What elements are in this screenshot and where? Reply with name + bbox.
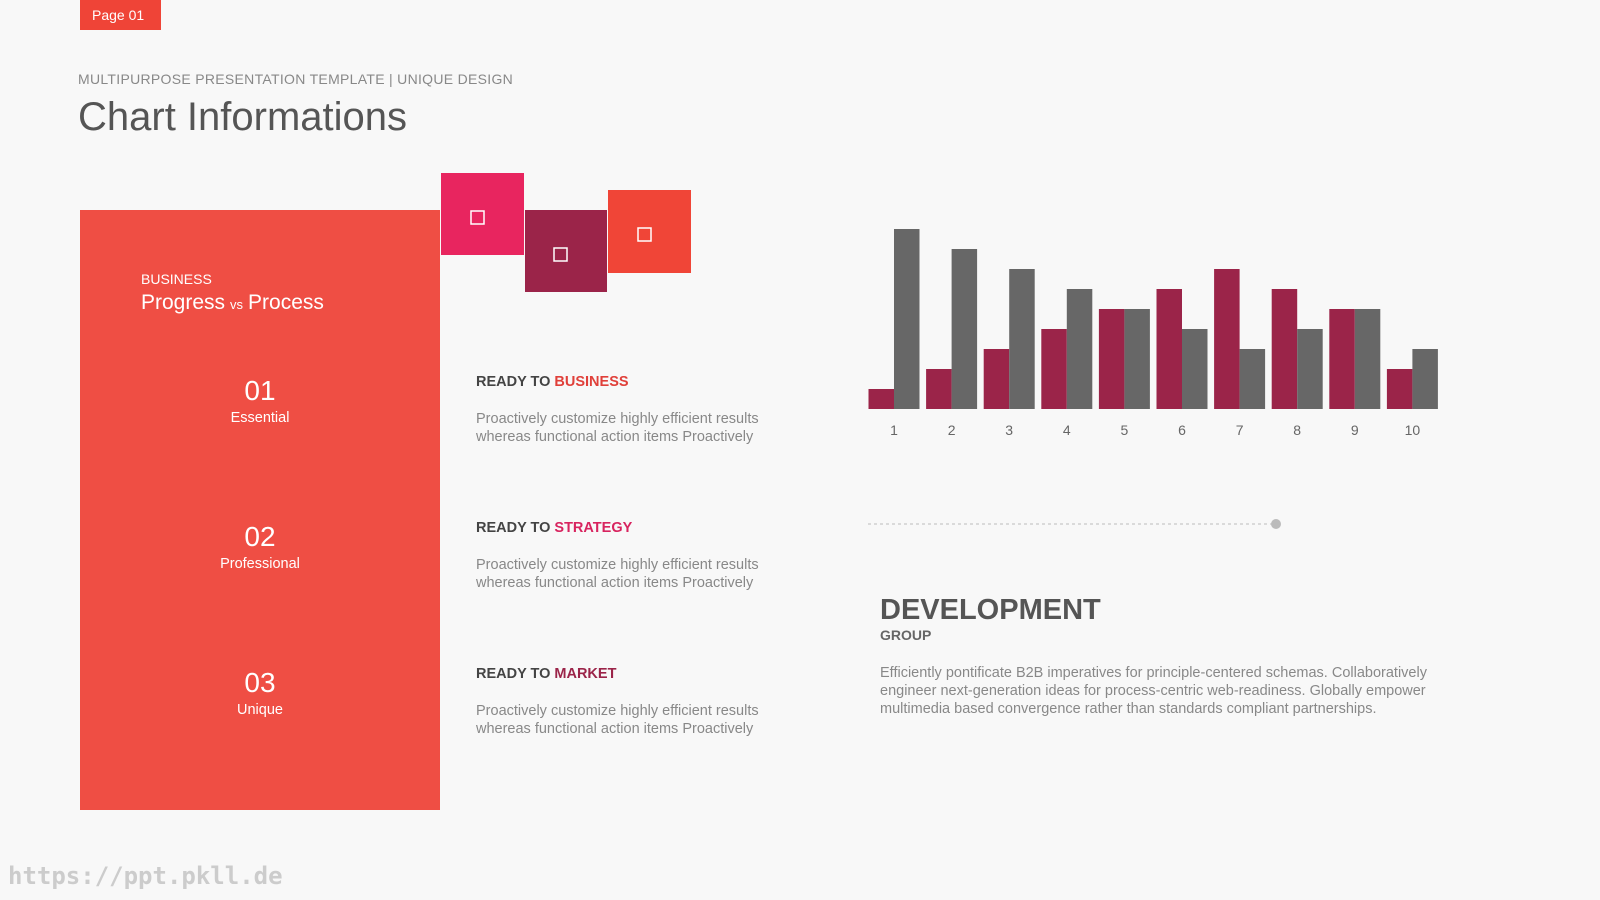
bar [868,389,894,409]
item-number: 03 [244,667,275,698]
feature-heading: READY TO MARKET [476,666,617,682]
feature-text: whereas functional action items Proactiv… [475,575,754,591]
bar [1214,269,1240,409]
x-tick-label: 7 [1236,422,1244,438]
page-tag: Page 01 [92,7,144,23]
panel [80,210,440,810]
x-tick-label: 1 [890,422,898,438]
dev-text-line: engineer next-generation ideas for proce… [880,683,1426,699]
bar [951,249,978,409]
feature-text: Proactively customize highly efficient r… [476,411,759,427]
feature-heading: READY TO STRATEGY [476,520,633,536]
feature-prefix: READY TO [476,666,550,682]
title: Chart Informations [78,95,407,139]
panel-title-vs: vs [230,297,244,312]
bar [1156,289,1182,409]
bar [1329,309,1355,409]
panel-title-left: Progress [141,291,225,314]
item-label: Unique [237,702,283,718]
bar [983,349,1010,409]
feature-prefix: READY TO [476,520,550,536]
icon [553,247,568,262]
feature-highlight: STRATEGY [554,520,632,536]
x-tick-label: 4 [1063,422,1071,438]
panel-items: 01 Essential 02 Professional 03 Unique [220,375,300,718]
dev-text-line: multimedia based convergence rather than… [880,701,1377,717]
dev-title: DEVELOPMENT [880,594,1101,626]
bar-chart: 1 2 3 4 5 6 7 8 9 10 [868,229,1438,438]
bar [1297,329,1323,409]
icon [637,227,652,242]
x-tick-label: 6 [1178,422,1186,438]
dev-subtitle: GROUP [880,627,931,643]
feature-text: Proactively customize highly efficient r… [476,703,759,719]
page-tag-bg [80,0,161,30]
x-tick-label: 8 [1293,422,1301,438]
square [441,173,524,255]
bar [1239,349,1266,409]
bar [1386,369,1413,409]
item-number: 02 [244,521,275,552]
feature-heading: READY TO BUSINESS [476,374,629,390]
item-label: Essential [231,410,290,426]
x-tick-label: 10 [1405,422,1421,438]
panel-label: BUSINESS [141,271,212,287]
square [608,190,691,273]
feature-highlight: BUSINESS [554,374,628,390]
x-tick-label: 3 [1005,422,1013,438]
panel-title: Progress vs Process [141,291,324,314]
x-tick-label: 9 [1351,422,1359,438]
feature-highlight: MARKET [554,666,616,682]
square [525,210,607,292]
bar [1412,349,1438,409]
dev-text-line: Efficiently pontificate B2B imperatives … [880,665,1428,681]
item-label: Professional [220,556,300,572]
subtitle: MULTIPURPOSE PRESENTATION TEMPLATE | UNI… [78,71,513,87]
divider-dot [1271,519,1281,529]
icon [470,210,485,225]
feature-text: Proactively customize highly efficient r… [476,557,759,573]
bar [1041,329,1067,409]
dev-text: Efficiently pontificate B2B imperatives … [880,665,1428,717]
bar [1271,289,1298,409]
panel-title-right: Process [248,291,324,314]
bar [1124,309,1150,409]
bar [894,229,920,409]
x-tick-label: 5 [1121,422,1129,438]
bar [1354,309,1381,409]
feature-text: whereas functional action items Proactiv… [475,429,754,445]
bar [1009,269,1035,409]
item-number: 01 [244,375,275,406]
bar [1182,329,1208,409]
bar [926,369,952,409]
x-tick-label: 2 [948,422,956,438]
bar [1066,289,1093,409]
watermark: https://ppt.pkll.de [8,862,283,890]
bar [1098,309,1125,409]
feature-prefix: READY TO [476,374,550,390]
feature-text: whereas functional action items Proactiv… [475,721,754,737]
